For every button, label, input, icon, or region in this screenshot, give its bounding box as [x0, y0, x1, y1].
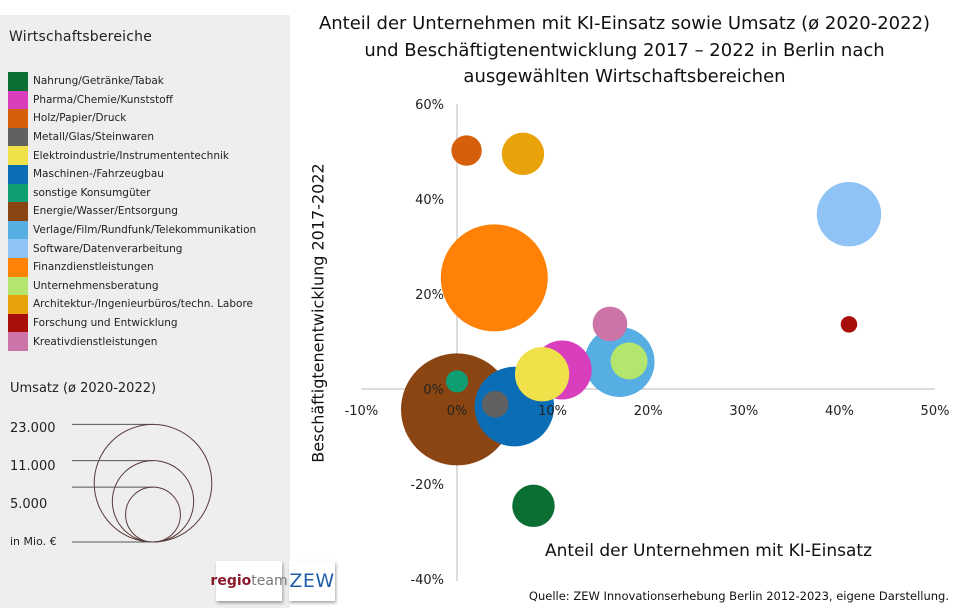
legend-list: Nahrung/Getränke/Tabak Pharma/Chemie/Kuns…: [8, 72, 256, 351]
legend-item: Nahrung/Getränke/Tabak: [8, 72, 256, 91]
size-legend-label-large: 23.000: [10, 421, 56, 436]
legend-label: Forschung und Entwicklung: [33, 317, 178, 330]
chart-title-line-2: und Beschäftigtenentwicklung 2017 – 2022…: [364, 39, 885, 61]
legend-item: Kreativdienstleistungen: [8, 332, 256, 351]
legend-label: Verlage/Film/Rundfunk/Telekommunikation: [33, 224, 257, 237]
legend-label: Metall/Glas/Steinwaren: [33, 131, 154, 144]
legend-item: Forschung und Entwicklung: [8, 313, 256, 333]
legend-item: Architektur-/Ingenieurbüros/techn. Labor…: [8, 295, 256, 314]
legend-swatch: [8, 313, 28, 333]
size-legend-graphic: [72, 423, 213, 543]
legend-panel: [0, 15, 290, 608]
bubble-point: Architektur-/Ingenieurbüros/techn. Labor…: [501, 132, 545, 176]
bubble-point: Elektroindustrie/Instrumententechnik: [514, 347, 570, 402]
x-tick-label: 10%: [538, 404, 567, 419]
y-axis-label: Beschäftigtenentwicklung 2017-2022: [308, 163, 328, 463]
legend-swatch: [8, 332, 28, 351]
x-tick-label: 40%: [825, 404, 854, 419]
legend-swatch: [8, 202, 28, 221]
legend-item: Unternehmensberatung: [8, 276, 256, 296]
legend-swatch: [8, 183, 28, 203]
legend-item: Metall/Glas/Steinwaren: [8, 127, 256, 147]
legend-label: sonstige Konsumgüter: [33, 186, 151, 199]
legend-label: Pharma/Chemie/Kunststoff: [33, 93, 173, 106]
legend-item: Pharma/Chemie/Kunststoff: [8, 90, 256, 110]
bubble-point: Finanzdienstleistungen: [440, 224, 548, 332]
legend-label: Finanzdienstleistungen: [33, 261, 154, 274]
legend-swatch: [8, 239, 28, 258]
regioteam-logo-text-team: team: [251, 573, 288, 589]
x-tick-label: 50%: [921, 404, 950, 419]
regioteam-logo: regio team: [210, 561, 288, 601]
legend-title: Wirtschaftsbereiche: [9, 29, 153, 45]
legend-item: Software/Datenverarbeitung: [8, 239, 256, 258]
bubble-point: sonstige Konsumgüter: [445, 370, 469, 393]
legend-label: Unternehmensberatung: [33, 279, 159, 292]
legend-label: Energie/Wasser/Entsorgung: [33, 205, 178, 218]
zew-logo-text: ZEW: [289, 570, 335, 592]
chart-title: Anteil der Unternehmen mit KI-Einsatz so…: [290, 11, 959, 91]
bubble-point: Metall/Glas/Steinwaren: [481, 390, 509, 418]
legend-label: Kreativdienstleistungen: [33, 335, 158, 348]
legend-item: Finanzdienstleistungen: [8, 257, 256, 277]
source-note: Quelle: ZEW Innovationserhebung Berlin 2…: [528, 589, 949, 603]
chart-title-line-3: ausgewählten Wirtschaftsbereichen: [463, 66, 786, 87]
legend-swatch: [8, 90, 28, 110]
legend-swatch: [8, 295, 28, 314]
bubble-point: Nahrung/Getränke/Tabak: [512, 484, 555, 528]
y-tick-label: 60%: [415, 98, 444, 113]
legend-label: Maschinen-/Fahrzeugbau: [33, 168, 164, 181]
x-tick-label: 30%: [729, 404, 758, 419]
x-axis-label: Anteil der Unternehmen mit KI-Einsatz: [545, 541, 873, 561]
legend-item: Energie/Wasser/Entsorgung: [8, 202, 256, 221]
y-tick-label: 40%: [415, 193, 444, 208]
legend-swatch: [8, 164, 28, 184]
bubble-point: Forschung und Entwicklung: [840, 316, 858, 333]
y-tick-label: -20%: [410, 478, 444, 493]
legend-label: Holz/Papier/Druck: [33, 112, 127, 125]
legend-swatch: [8, 276, 28, 296]
size-legend-title: Umsatz (ø 2020-2022): [10, 381, 157, 396]
y-tick-label: -40%: [410, 573, 444, 588]
legend-label: Architektur-/Ingenieurbüros/techn. Labor…: [33, 298, 253, 311]
bubble-point: Unternehmensberatung: [610, 342, 648, 380]
x-tick-label: -10%: [345, 404, 379, 419]
legend-swatch: [8, 220, 28, 240]
y-tick-label: 0%: [423, 383, 444, 398]
regioteam-logo-text: regio: [210, 573, 252, 589]
bubble-point: Holz/Papier/Druck: [451, 135, 482, 166]
legend-item: sonstige Konsumgüter: [8, 183, 256, 203]
legend-swatch: [8, 109, 28, 128]
legend-label: Software/Datenverarbeitung: [33, 242, 183, 255]
chart-title-line-1: Anteil der Unternehmen mit KI-Einsatz so…: [318, 13, 931, 34]
legend-item: Maschinen-/Fahrzeugbau: [8, 164, 256, 184]
bubble-point: Kreativdienstleistungen: [592, 306, 628, 342]
zew-logo: ZEW: [289, 561, 335, 601]
size-legend-label-medium: 11.000: [10, 459, 56, 474]
x-tick-label: 20%: [634, 404, 663, 419]
size-legend-unit: in Mio. €: [10, 535, 57, 548]
bubble-point: Software/Datenverarbeitung: [816, 182, 882, 247]
legend-item: Elektroindustrie/Instrumententechnik: [8, 146, 256, 165]
legend-item: Verlage/Film/Rundfunk/Telekommunikation: [8, 220, 257, 240]
legend-label: Elektroindustrie/Instrumententechnik: [33, 149, 229, 162]
size-legend-label-small: 5.000: [10, 497, 48, 512]
legend-swatch: [8, 146, 28, 165]
x-tick-label: 0%: [447, 404, 468, 419]
legend-label: Nahrung/Getränke/Tabak: [33, 75, 164, 88]
y-tick-label: 20%: [415, 288, 444, 303]
legend-swatch: [8, 127, 28, 147]
legend-item: Holz/Papier/Druck: [8, 109, 256, 128]
legend-swatch: [8, 72, 28, 91]
legend-swatch: [8, 257, 28, 277]
